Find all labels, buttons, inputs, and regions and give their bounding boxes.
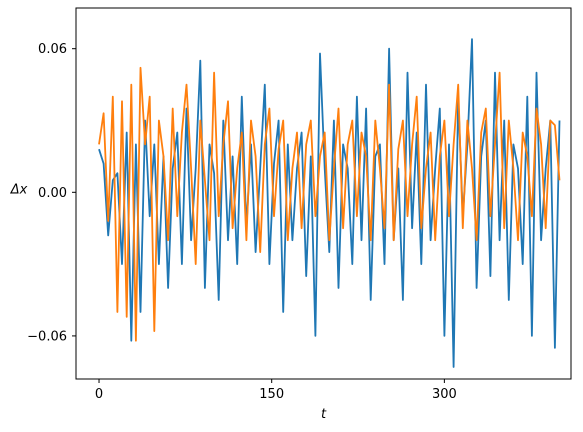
- y-axis: −0.06 0.00 0.06: [27, 42, 76, 344]
- x-tick-label: 300: [432, 387, 457, 402]
- x-axis-label: t: [321, 407, 327, 422]
- series-line-2: [98, 66, 561, 342]
- x-tick-label: 0: [95, 387, 103, 402]
- y-tick-label: −0.06: [27, 329, 67, 344]
- x-tick-label: 150: [259, 387, 284, 402]
- x-axis: 0 150 300: [95, 379, 457, 402]
- plot-lines: [98, 38, 561, 368]
- y-axis-label: Δx: [10, 182, 28, 197]
- plot-frame: [75, 7, 572, 380]
- y-tick-label: 0.00: [38, 186, 67, 201]
- y-tick-label: 0.06: [38, 42, 67, 57]
- series-line-1: [98, 38, 561, 368]
